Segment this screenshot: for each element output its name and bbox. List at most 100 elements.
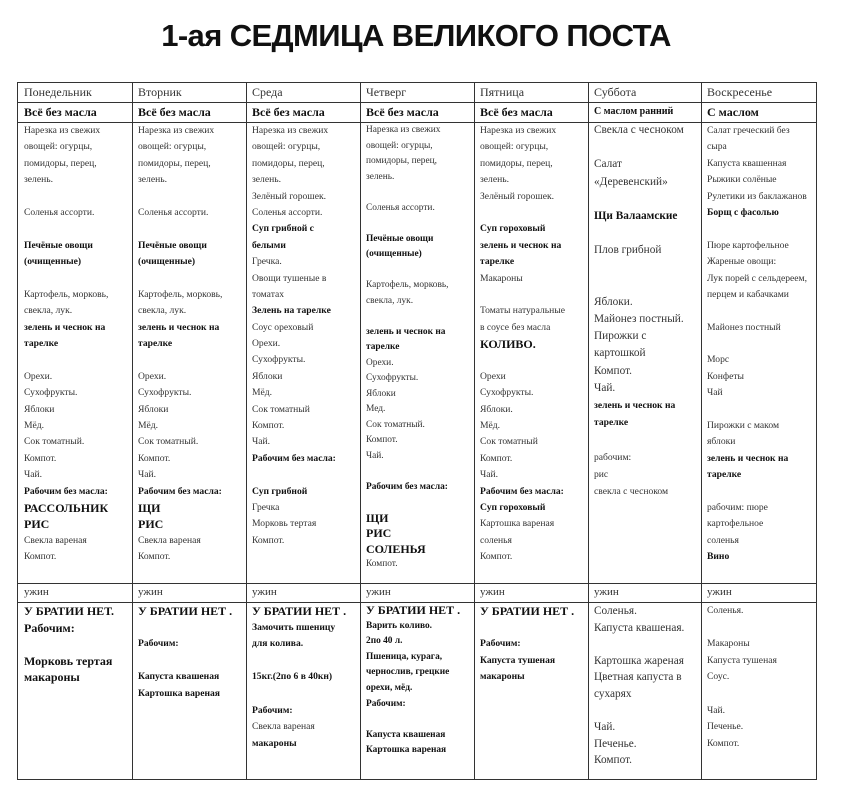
blank-line: [24, 189, 132, 205]
day-header-sun: Воскресенье: [707, 85, 773, 99]
menu-item: 15кг.(2по 6 в 40кн): [252, 671, 333, 683]
table-row-divider: [18, 583, 816, 584]
menu-item: Соленья.: [594, 605, 637, 617]
table-row-divider: [18, 122, 816, 123]
menu-item: помидоры, перец,: [480, 157, 553, 169]
menu-item: тарелке: [480, 256, 515, 268]
menu-item: Сухофрукты.: [366, 373, 419, 383]
menu-item: зелень и чеснок на: [366, 326, 446, 337]
menu-item: свекла, лук.: [366, 295, 414, 306]
menu-item: Зелень на тарелке: [252, 305, 331, 317]
menu-item: Пирожки с маком: [707, 420, 780, 432]
menu-item: зелень и чеснок на: [594, 400, 676, 411]
menu-item: Варить коливо.: [366, 620, 432, 631]
menu-item: Рабочим:: [252, 704, 293, 716]
menu-item: Макароны: [707, 638, 750, 650]
blank-line: [366, 185, 474, 201]
menu-item: Свекла вареная: [252, 721, 315, 733]
menu-item: тарелке: [366, 342, 400, 352]
menu-item: Плов грибной: [594, 244, 662, 257]
blank-line: [138, 189, 246, 205]
menu-item: Соленья ассорти.: [366, 202, 435, 213]
day-header-wed: Среда: [252, 85, 283, 99]
menu-item: Чай.: [594, 721, 616, 734]
menu-item: Гречка.: [252, 256, 282, 268]
menu-item: Печенье.: [707, 721, 744, 733]
menu-item: Замочить пшеницу: [252, 621, 336, 633]
day-header-sat: Суббота: [594, 85, 637, 99]
menu-item: Компот.: [252, 534, 285, 546]
menu-item: Свекла с чесноком: [594, 124, 684, 136]
menu-item: Компот.: [252, 420, 285, 432]
table-column-divider: [701, 83, 702, 779]
dinner-menu-thu: У БРАТИИ НЕТ . Варить коливо. 2по 40 л. Пше…: [360, 603, 474, 781]
blank-line: [252, 467, 360, 483]
menu-item: Гречка: [252, 501, 280, 513]
menu-item: Пшеница, курага,: [366, 651, 443, 662]
menu-item: Зелёный горошек.: [252, 190, 327, 202]
menu-item: Рабочим:: [24, 620, 75, 635]
table-column-divider: [360, 83, 361, 779]
menu-item: «Деревенский»: [594, 175, 668, 188]
menu-item: Компот.: [480, 452, 513, 464]
day-header-tue: Вторник: [138, 85, 182, 99]
dinner-menu-tue: У БРАТИИ НЕТ . Рабочим: Капуста квашеная Ка…: [132, 603, 246, 781]
menu-item: Сок томатный.: [138, 436, 199, 448]
menu-item: овощей: огурцы,: [480, 141, 549, 153]
blank-line: [707, 221, 818, 237]
menu-item: Мед.: [366, 404, 386, 414]
menu-item: Суп грибной: [252, 485, 308, 497]
menu-item: Майонез постный: [707, 321, 781, 333]
menu-item: овощей: огурцы,: [24, 141, 93, 153]
menu-item: тарелке: [24, 338, 59, 350]
menu-item: зелень.: [366, 171, 395, 182]
dinner-label-fri: ужин: [480, 586, 505, 598]
menu-item: Рабочим:: [366, 698, 406, 709]
menu-item: Щи Валаамские: [594, 209, 678, 222]
menu-item: зелень и чеснок на: [24, 321, 106, 333]
menu-item: Сухофрукты.: [138, 387, 192, 399]
menu-item: Зелёный горошек.: [480, 190, 555, 202]
menu-item: Суп гороховый: [480, 223, 546, 235]
blank-line: [366, 495, 474, 511]
menu-item: зелень и чеснок на: [480, 239, 562, 251]
menu-item: Соус ореховый: [252, 321, 314, 333]
menu-item: Компот.: [594, 364, 633, 377]
table-row-divider: [18, 602, 816, 603]
menu-item: Чай: [707, 387, 723, 399]
blank-line: [594, 703, 701, 720]
menu-item: Капуста квашеная: [366, 729, 446, 740]
menu-item: Печенье.: [594, 737, 637, 750]
menu-item: чернослив, грецкие: [366, 667, 450, 678]
menu-item: Мёд.: [252, 387, 273, 399]
menu-item: Орехи.: [366, 357, 394, 368]
dinner-menu-mon: У БРАТИИ НЕТ. Рабочим: Морковь тертая макар…: [18, 603, 132, 781]
menu-item: зелень.: [480, 174, 510, 186]
fasting-rule-thu: Всё без масла: [366, 105, 439, 119]
dinner-label-mon: ужин: [24, 586, 49, 598]
blank-line: [594, 139, 701, 156]
menu-item: (очищенные): [366, 249, 422, 259]
blank-line: [480, 287, 588, 303]
menu-item: макароны: [24, 670, 80, 685]
menu-item: зелень.: [252, 174, 282, 186]
menu-item: Нарезка из свежих: [138, 125, 215, 136]
menu-item: Свекла вареная: [138, 534, 201, 546]
dinner-menu-fri: У БРАТИИ НЕТ . Рабочим: Капуста тушеная мак…: [474, 603, 588, 781]
blank-line: [138, 271, 246, 287]
menu-item: У БРАТИИ НЕТ .: [252, 604, 347, 618]
menu-item: Рыжики солёные: [707, 174, 777, 186]
blank-line: [252, 653, 360, 670]
menu-item: Орехи.: [24, 370, 53, 382]
menu-item: тарелке: [594, 417, 629, 429]
menu-item: ЩИ: [366, 510, 389, 525]
blank-line: [252, 686, 360, 703]
menu-item: макароны: [480, 671, 525, 683]
menu-item: Капуста тушеная: [480, 654, 556, 666]
day-menu-fri: Нарезка из свежих овощей: огурцы, помидоры…: [474, 123, 588, 583]
menu-item: зелень и чеснок на: [707, 452, 789, 464]
menu-item: Картофель, морковь,: [24, 288, 109, 300]
menu-item: Вино: [707, 551, 730, 563]
page-title: 1-ая СЕДМИЦА ВЕЛИКОГО ПОСТА: [161, 18, 671, 53]
menu-item: Печёные овощи: [138, 239, 207, 251]
